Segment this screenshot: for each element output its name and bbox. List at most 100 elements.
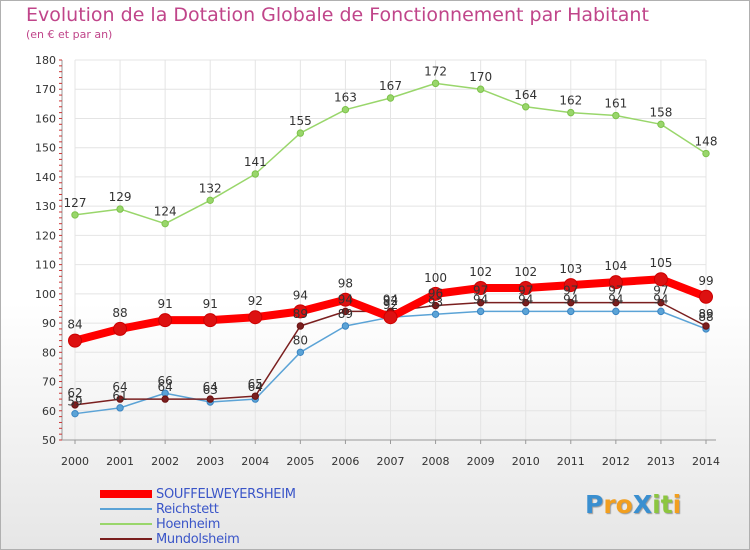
data-point xyxy=(251,170,259,178)
data-label: 65 xyxy=(248,377,263,391)
data-point xyxy=(702,322,710,330)
data-label: 94 xyxy=(653,292,668,306)
y-tick-label: 100 xyxy=(35,288,56,301)
data-label: 102 xyxy=(469,265,492,279)
data-label: 163 xyxy=(334,91,357,105)
data-point xyxy=(657,120,665,129)
data-label: 97 xyxy=(563,284,578,298)
y-tick-label: 140 xyxy=(35,171,56,184)
data-point xyxy=(608,275,623,290)
data-label: 88 xyxy=(112,306,127,320)
data-label: 99 xyxy=(698,274,713,288)
data-point xyxy=(567,298,575,307)
data-label: 66 xyxy=(158,374,173,388)
data-label: 104 xyxy=(604,259,627,273)
data-point xyxy=(522,298,530,307)
data-label: 92 xyxy=(248,294,263,308)
data-label: 89 xyxy=(338,307,353,321)
data-label: 94 xyxy=(293,288,308,302)
data-point xyxy=(431,310,440,319)
data-point xyxy=(341,307,350,316)
y-tick-label: 170 xyxy=(35,83,56,96)
data-label: 88 xyxy=(698,310,713,324)
data-point xyxy=(71,409,79,418)
data-label: 59 xyxy=(67,395,82,409)
data-point xyxy=(476,85,485,93)
y-tick-label: 160 xyxy=(35,112,56,125)
x-tick-label: 2000 xyxy=(61,455,89,468)
data-label: 162 xyxy=(559,94,582,108)
data-label: 170 xyxy=(469,70,492,84)
legend-label: SOUFFELWEYERSHEIM xyxy=(156,487,296,502)
data-point xyxy=(296,129,305,137)
data-label: 164 xyxy=(514,88,537,102)
legend-swatch xyxy=(100,538,152,540)
data-label: 97 xyxy=(608,284,623,298)
y-tick-label: 90 xyxy=(42,317,56,330)
data-label: 97 xyxy=(473,284,488,298)
data-label: 91 xyxy=(203,297,218,311)
y-tick-label: 120 xyxy=(35,229,56,242)
data-point xyxy=(657,298,665,307)
x-tick-label: 2012 xyxy=(602,455,630,468)
data-label: 129 xyxy=(109,190,132,204)
data-label: 94 xyxy=(608,292,623,306)
data-point xyxy=(476,307,485,316)
data-point xyxy=(518,281,533,295)
data-point xyxy=(206,395,214,403)
chart-subtitle: (en € et par an) xyxy=(26,28,113,41)
data-point xyxy=(341,105,350,114)
data-point xyxy=(428,286,443,301)
data-label: 62 xyxy=(67,386,82,400)
data-label: 63 xyxy=(203,383,218,397)
data-point xyxy=(248,310,263,325)
data-point xyxy=(473,281,488,295)
data-point xyxy=(161,219,169,228)
data-label: 94 xyxy=(518,292,533,306)
y-tick-label: 50 xyxy=(42,434,56,447)
data-label: 105 xyxy=(649,256,672,270)
data-point xyxy=(386,94,395,102)
data-point xyxy=(612,307,620,316)
data-label: 102 xyxy=(514,265,537,279)
y-tick-label: 80 xyxy=(42,346,56,359)
data-point xyxy=(158,313,173,328)
data-point xyxy=(203,313,218,328)
data-label: 172 xyxy=(424,64,447,78)
legend-label: Reichstett xyxy=(156,502,219,517)
x-tick-label: 2003 xyxy=(196,455,224,468)
y-tick-label: 150 xyxy=(35,142,56,155)
data-label: 94 xyxy=(563,292,578,306)
data-point xyxy=(206,196,214,205)
data-point xyxy=(71,401,79,409)
data-point xyxy=(338,292,353,307)
data-point xyxy=(71,211,79,219)
data-label: 148 xyxy=(695,135,718,149)
legend-swatch xyxy=(100,523,152,525)
data-label: 89 xyxy=(293,307,308,321)
data-point xyxy=(612,298,620,307)
data-point xyxy=(341,322,350,330)
legend-swatch xyxy=(100,490,152,498)
data-point xyxy=(116,205,124,213)
data-label: 61 xyxy=(112,389,127,403)
x-tick-label: 2001 xyxy=(106,455,134,468)
data-label: 64 xyxy=(203,380,218,394)
x-tick-label: 2005 xyxy=(286,455,314,468)
y-tick-label: 110 xyxy=(35,259,56,272)
data-point xyxy=(293,304,308,319)
data-point xyxy=(116,395,124,403)
data-label: 97 xyxy=(653,284,668,298)
data-point xyxy=(116,404,124,412)
data-point xyxy=(702,149,710,158)
data-label: 92 xyxy=(383,298,398,312)
data-label: 89 xyxy=(698,307,713,321)
data-label: 94 xyxy=(383,292,398,306)
data-label: 64 xyxy=(158,380,173,394)
data-label: 84 xyxy=(67,318,82,332)
y-tick-label: 70 xyxy=(42,376,56,389)
data-label: 103 xyxy=(559,262,582,276)
data-label: 100 xyxy=(424,271,447,285)
data-label: 161 xyxy=(604,97,627,111)
data-point xyxy=(657,307,665,316)
